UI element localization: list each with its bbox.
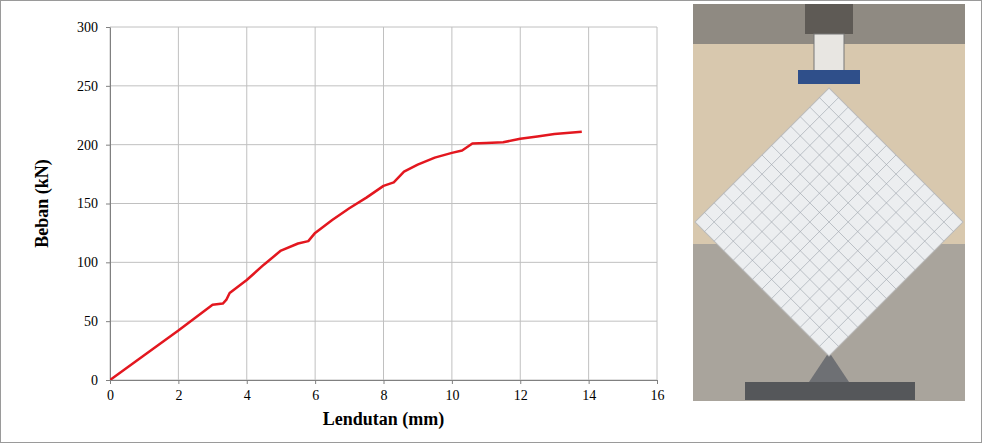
tick-mark: [247, 380, 248, 384]
specimen: [695, 88, 963, 356]
tick-mark: [384, 380, 385, 384]
load-plate: [798, 70, 860, 84]
tick-label: 14: [582, 388, 596, 403]
tick: 10: [445, 380, 459, 403]
tick: 0: [91, 373, 110, 388]
specimen-grid: [819, 212, 953, 346]
x-axis: 0 2 4 6 8 10 12 14 16: [107, 380, 665, 403]
tick-label: 8: [381, 388, 388, 403]
specimen-grid: [791, 184, 925, 318]
specimen-face: [695, 88, 963, 356]
actuator: [814, 34, 844, 72]
y-axis-title: Beban (kN): [32, 159, 53, 248]
tick: 8: [381, 380, 388, 403]
x-axis-title: Lendutan (mm): [323, 409, 445, 430]
tick-mark: [315, 380, 316, 384]
figure-frame: [1, 1, 982, 443]
tick-label: 6: [312, 388, 319, 403]
y-axis: 0 50 100 150 200 250 300: [77, 20, 111, 388]
tick: 12: [514, 380, 528, 403]
plot-area: [110, 132, 582, 380]
tick-label: 16: [651, 388, 665, 403]
tick-label: 12: [514, 388, 528, 403]
specimen-grid: [714, 203, 848, 337]
tick-label: 4: [244, 388, 251, 403]
specimen-grid: [810, 203, 944, 337]
tick-label: 2: [175, 388, 182, 403]
axis-line: [110, 28, 111, 381]
tick: 2: [175, 380, 182, 403]
tick-mark: [106, 204, 110, 205]
tick: 4: [244, 380, 251, 403]
tick-label: 50: [84, 314, 98, 329]
specimen-grid: [724, 193, 858, 327]
tick-mark: [106, 145, 110, 146]
tick-label: 150: [77, 196, 98, 211]
tick-mark: [106, 27, 110, 28]
specimen-grid: [800, 193, 934, 327]
specimen-grid: [752, 165, 886, 299]
base-plate: [745, 382, 915, 400]
specimen-grid: [705, 212, 839, 346]
specimen-grid: [772, 165, 906, 299]
tick-label: 0: [107, 388, 114, 403]
tick-mark: [106, 262, 110, 263]
tick-mark: [520, 380, 521, 384]
specimen-grid: [762, 155, 896, 289]
tick-label: 250: [77, 79, 98, 94]
grid: [110, 27, 657, 380]
tick: 200: [77, 138, 110, 153]
tick-mark: [106, 86, 110, 87]
tick: 6: [312, 380, 319, 403]
tick: 50: [84, 314, 110, 329]
specimen-grid: [743, 174, 877, 308]
data-line: [110, 132, 582, 380]
tick-mark: [657, 380, 658, 384]
tick: 14: [582, 380, 596, 403]
tick: 0: [107, 380, 114, 403]
tick-label: 100: [77, 255, 98, 270]
tick-mark: [452, 380, 453, 384]
tick-mark: [106, 321, 110, 322]
tick-label: 300: [77, 20, 98, 35]
tick: 100: [77, 255, 110, 270]
tick: 150: [77, 196, 110, 211]
tick-mark: [178, 380, 179, 384]
tick: 250: [77, 79, 110, 94]
tick-label: 200: [77, 138, 98, 153]
y-grid-line: [110, 27, 657, 28]
tick: 16: [651, 380, 665, 403]
actuator-top: [805, 4, 853, 34]
y-grid-line: [110, 262, 657, 263]
specimen-grid: [762, 155, 896, 289]
y-grid-line: [110, 203, 657, 204]
photo-background: [693, 4, 965, 401]
tick-label: 10: [445, 388, 459, 403]
tick-mark: [110, 380, 111, 384]
tick-label: 0: [91, 373, 98, 388]
tick: 300: [77, 20, 110, 35]
figure: 0 2 4 6 8 10 12 14 16 0 50 100 150 200 250 300 Lendutan …: [0, 0, 982, 443]
tick-mark: [106, 380, 110, 381]
y-grid-line: [110, 144, 657, 145]
specimen-grid: [781, 174, 915, 308]
y-grid-line: [110, 85, 657, 86]
tick-mark: [589, 380, 590, 384]
specimen-grid: [733, 184, 867, 318]
photo: [693, 4, 965, 401]
